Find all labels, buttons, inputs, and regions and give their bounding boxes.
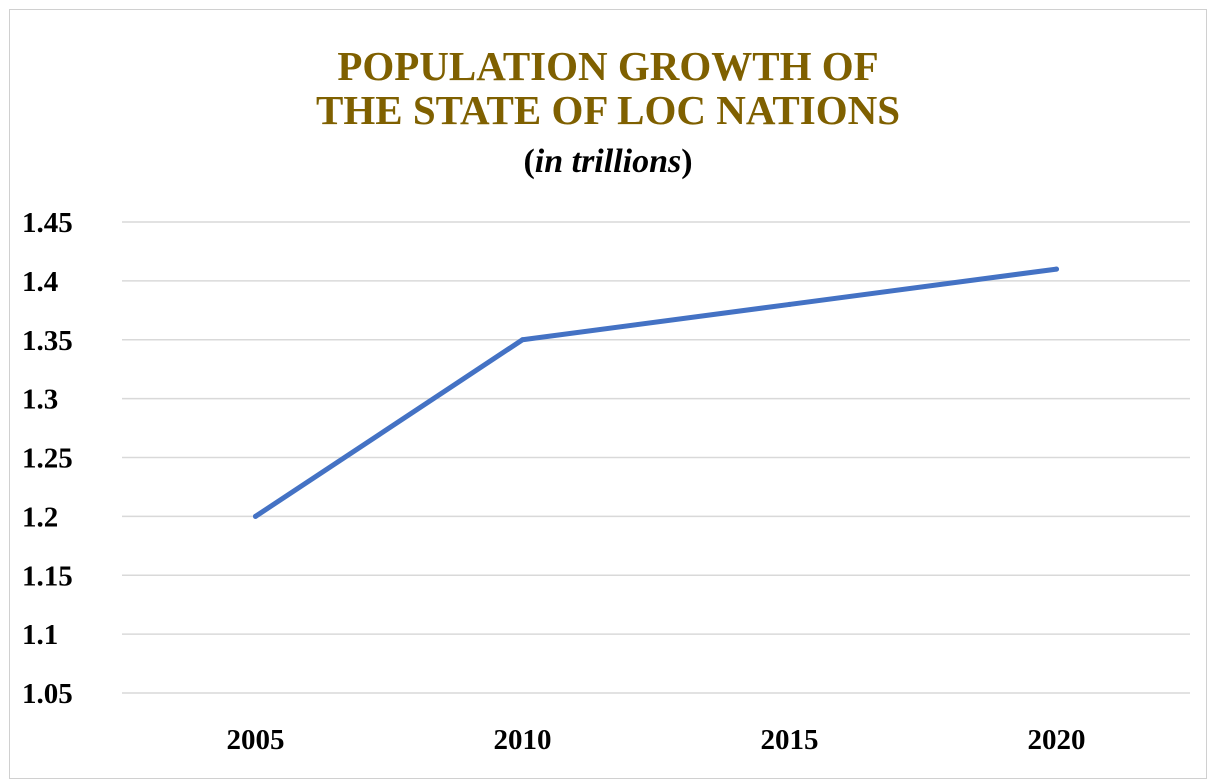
y-tick-label: 1.25	[22, 443, 73, 475]
x-tick-label: 2015	[761, 724, 819, 756]
y-tick-label: 1.1	[22, 619, 58, 651]
series-line-0	[253, 266, 1059, 519]
series-group	[253, 266, 1059, 519]
x-tick-label: 2005	[227, 724, 285, 756]
data-point	[253, 513, 258, 519]
y-tick-label: 1.4	[22, 266, 58, 298]
chart-subtitle: (in trillions)	[523, 143, 692, 180]
subtitle-close-paren: )	[681, 143, 692, 180]
x-axis-tick-labels: 2005 2010 2015 2020	[227, 724, 1086, 756]
chart-title-line-1: POPULATION GROWTH OF	[337, 43, 878, 89]
data-point	[787, 301, 792, 307]
data-point	[520, 337, 525, 343]
data-point	[1054, 266, 1059, 272]
chart-frame	[9, 9, 1207, 779]
subtitle-open-paren: (	[523, 143, 534, 180]
chart-title-line-2: THE STATE OF LOC NATIONS	[316, 87, 900, 133]
y-tick-label: 1.3	[22, 384, 58, 416]
y-tick-label: 1.2	[22, 501, 58, 533]
y-tick-label: 1.45	[22, 207, 73, 239]
y-tick-label: 1.05	[22, 678, 73, 710]
x-tick-label: 2020	[1028, 724, 1086, 756]
subtitle-units: in trillions	[535, 143, 681, 180]
y-tick-label: 1.15	[22, 560, 73, 592]
y-axis-tick-labels: 1.05 1.1 1.15 1.2 1.25 1.3 1.35 1.4 1.45	[22, 207, 73, 710]
grid-lines	[122, 221, 1190, 694]
y-tick-label: 1.35	[22, 325, 73, 357]
x-tick-label: 2010	[494, 724, 552, 756]
